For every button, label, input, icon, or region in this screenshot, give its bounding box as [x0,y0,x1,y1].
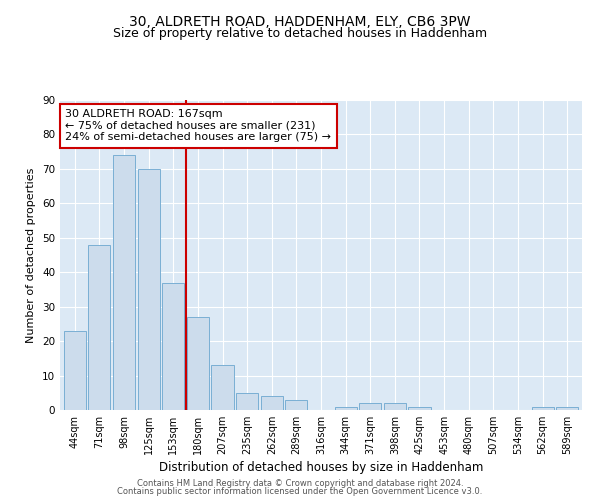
Bar [113,155,135,410]
Bar [260,396,283,410]
Text: Size of property relative to detached houses in Haddenham: Size of property relative to detached ho… [113,28,487,40]
Bar [359,403,382,410]
Bar [409,406,431,410]
Bar [64,331,86,410]
Bar [384,403,406,410]
Bar [137,169,160,410]
Bar [236,393,258,410]
Text: 30 ALDRETH ROAD: 167sqm
← 75% of detached houses are smaller (231)
24% of semi-d: 30 ALDRETH ROAD: 167sqm ← 75% of detache… [65,110,331,142]
Text: 30, ALDRETH ROAD, HADDENHAM, ELY, CB6 3PW: 30, ALDRETH ROAD, HADDENHAM, ELY, CB6 3P… [129,15,471,29]
X-axis label: Distribution of detached houses by size in Haddenham: Distribution of detached houses by size … [159,461,483,474]
Bar [162,282,184,410]
Bar [532,406,554,410]
Bar [285,400,307,410]
Bar [556,406,578,410]
Bar [187,317,209,410]
Text: Contains public sector information licensed under the Open Government Licence v3: Contains public sector information licen… [118,487,482,496]
Bar [335,406,357,410]
Text: Contains HM Land Registry data © Crown copyright and database right 2024.: Contains HM Land Registry data © Crown c… [137,478,463,488]
Bar [211,365,233,410]
Bar [88,244,110,410]
Y-axis label: Number of detached properties: Number of detached properties [26,168,37,342]
